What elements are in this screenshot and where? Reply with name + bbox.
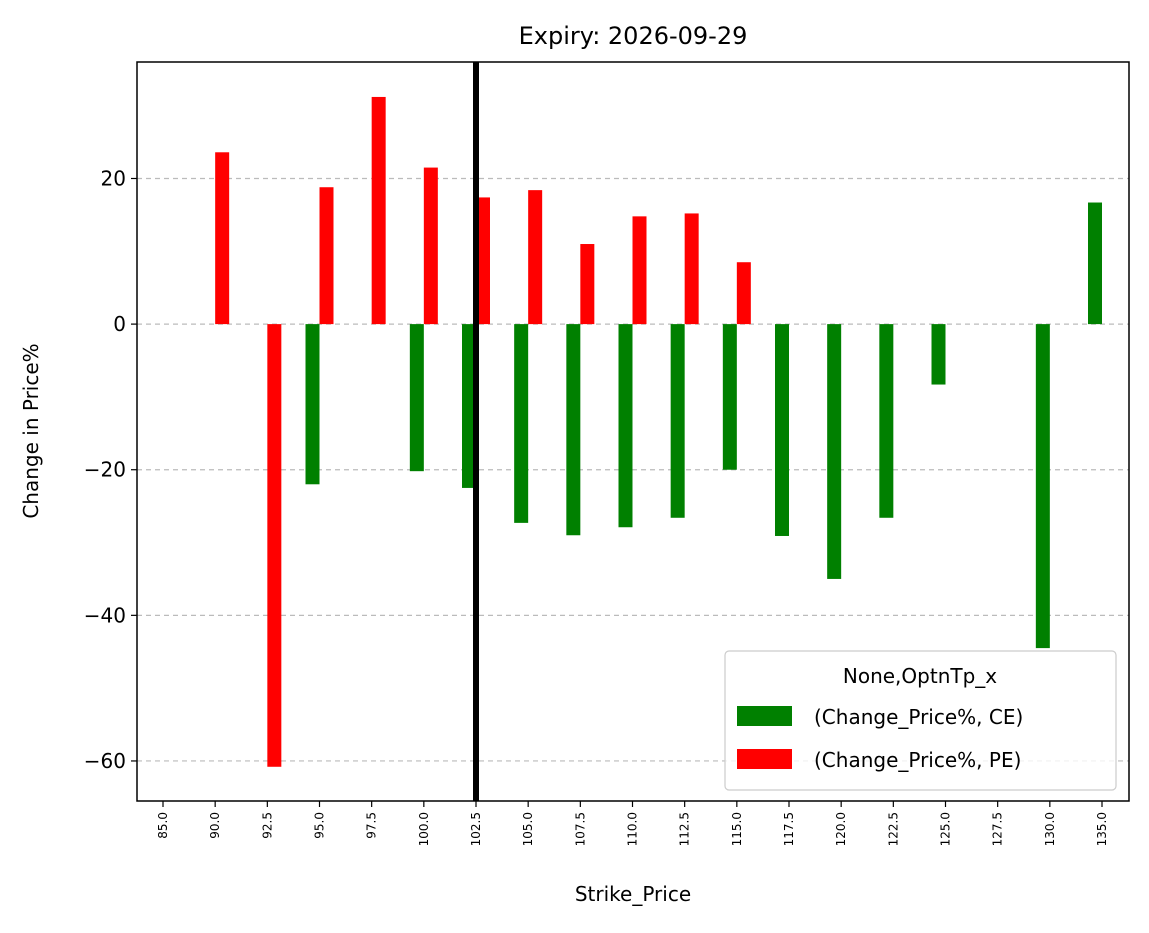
bar-ce-100.0 xyxy=(409,324,424,472)
legend-title: None,OptnTp_x xyxy=(843,664,997,688)
bar-ce-117.5 xyxy=(775,324,789,536)
x-tick-label: 92.5 xyxy=(260,812,274,839)
x-axis: 85.0 90.0 92.5 95.0 97.5 100.0 102.5 105.0 107.5… xyxy=(156,801,1109,846)
x-tick-label: 102.5 xyxy=(469,812,483,846)
bar-pe-110.0 xyxy=(632,216,647,325)
y-tick-label: −20 xyxy=(84,458,126,482)
x-tick-label: 117.5 xyxy=(782,812,796,846)
bar-ce-122.5 xyxy=(879,324,894,518)
x-tick-label: 85.0 xyxy=(156,812,170,839)
legend-label-ce: (Change_Price%, CE) xyxy=(814,705,1023,729)
bar-pe-115.0 xyxy=(736,262,751,325)
x-tick-label: 122.5 xyxy=(886,812,900,846)
bars xyxy=(215,96,1102,767)
bar-pe-90.0 xyxy=(215,152,230,325)
bar-ce-105.0 xyxy=(514,324,529,523)
x-tick-label: 107.5 xyxy=(573,812,587,846)
x-tick-label: 110.0 xyxy=(626,812,640,846)
bar-ce-102.5 xyxy=(462,324,476,488)
bar-ce-115.0 xyxy=(722,324,737,470)
x-tick-label: 105.0 xyxy=(521,812,535,846)
legend: None,OptnTp_x (Change_Price%, CE) (Chang… xyxy=(724,650,1117,791)
bar-pe-107.5 xyxy=(580,244,595,325)
x-tick-label: 130.0 xyxy=(1043,812,1057,846)
bar-ce-130.0 xyxy=(1035,324,1050,649)
x-tick-label: 115.0 xyxy=(730,812,744,846)
legend-box xyxy=(724,650,1117,791)
x-axis-label: Strike_Price xyxy=(575,882,691,906)
bar-pe-92.5 xyxy=(267,324,282,767)
x-tick-label: 125.0 xyxy=(939,812,953,846)
chart-title: Expiry: 2026-09-29 xyxy=(519,22,748,50)
bar-pe-100.0 xyxy=(423,167,438,325)
x-tick-label: 100.0 xyxy=(417,812,431,846)
y-tick-label: −40 xyxy=(84,603,126,627)
bar-ce-125.0 xyxy=(931,324,946,385)
bar-ce-120.0 xyxy=(827,324,842,579)
bar-ce-110.0 xyxy=(618,324,633,528)
legend-swatch-pe xyxy=(737,749,792,769)
bar-pe-102.5 xyxy=(476,197,490,325)
bar-ce-112.5 xyxy=(670,324,685,518)
legend-swatch-ce xyxy=(737,706,792,726)
x-tick-label: 135.0 xyxy=(1095,812,1109,846)
x-tick-label: 112.5 xyxy=(678,812,692,846)
bar-pe-105.0 xyxy=(528,190,543,325)
legend-label-pe: (Change_Price%, PE) xyxy=(814,748,1021,772)
y-tick-label: 0 xyxy=(113,312,126,336)
x-tick-label: 95.0 xyxy=(313,812,327,839)
y-tick-label: −60 xyxy=(84,749,126,773)
bar-ce-135.0 xyxy=(1088,202,1102,325)
x-tick-label: 97.5 xyxy=(365,812,379,839)
y-axis-label: Change in Price% xyxy=(19,343,43,518)
bar-ce-95.0 xyxy=(305,324,320,485)
bar-ce-107.5 xyxy=(566,324,581,536)
x-tick-label: 127.5 xyxy=(991,812,1005,846)
bar-pe-112.5 xyxy=(684,213,699,325)
bar-pe-97.5 xyxy=(371,96,386,325)
bar-pe-95.0 xyxy=(319,187,334,325)
y-axis: −60 −40 −20 0 20 xyxy=(84,166,137,773)
y-tick-label: 20 xyxy=(101,166,126,190)
x-tick-label: 90.0 xyxy=(208,812,222,839)
x-tick-label: 120.0 xyxy=(834,812,848,846)
